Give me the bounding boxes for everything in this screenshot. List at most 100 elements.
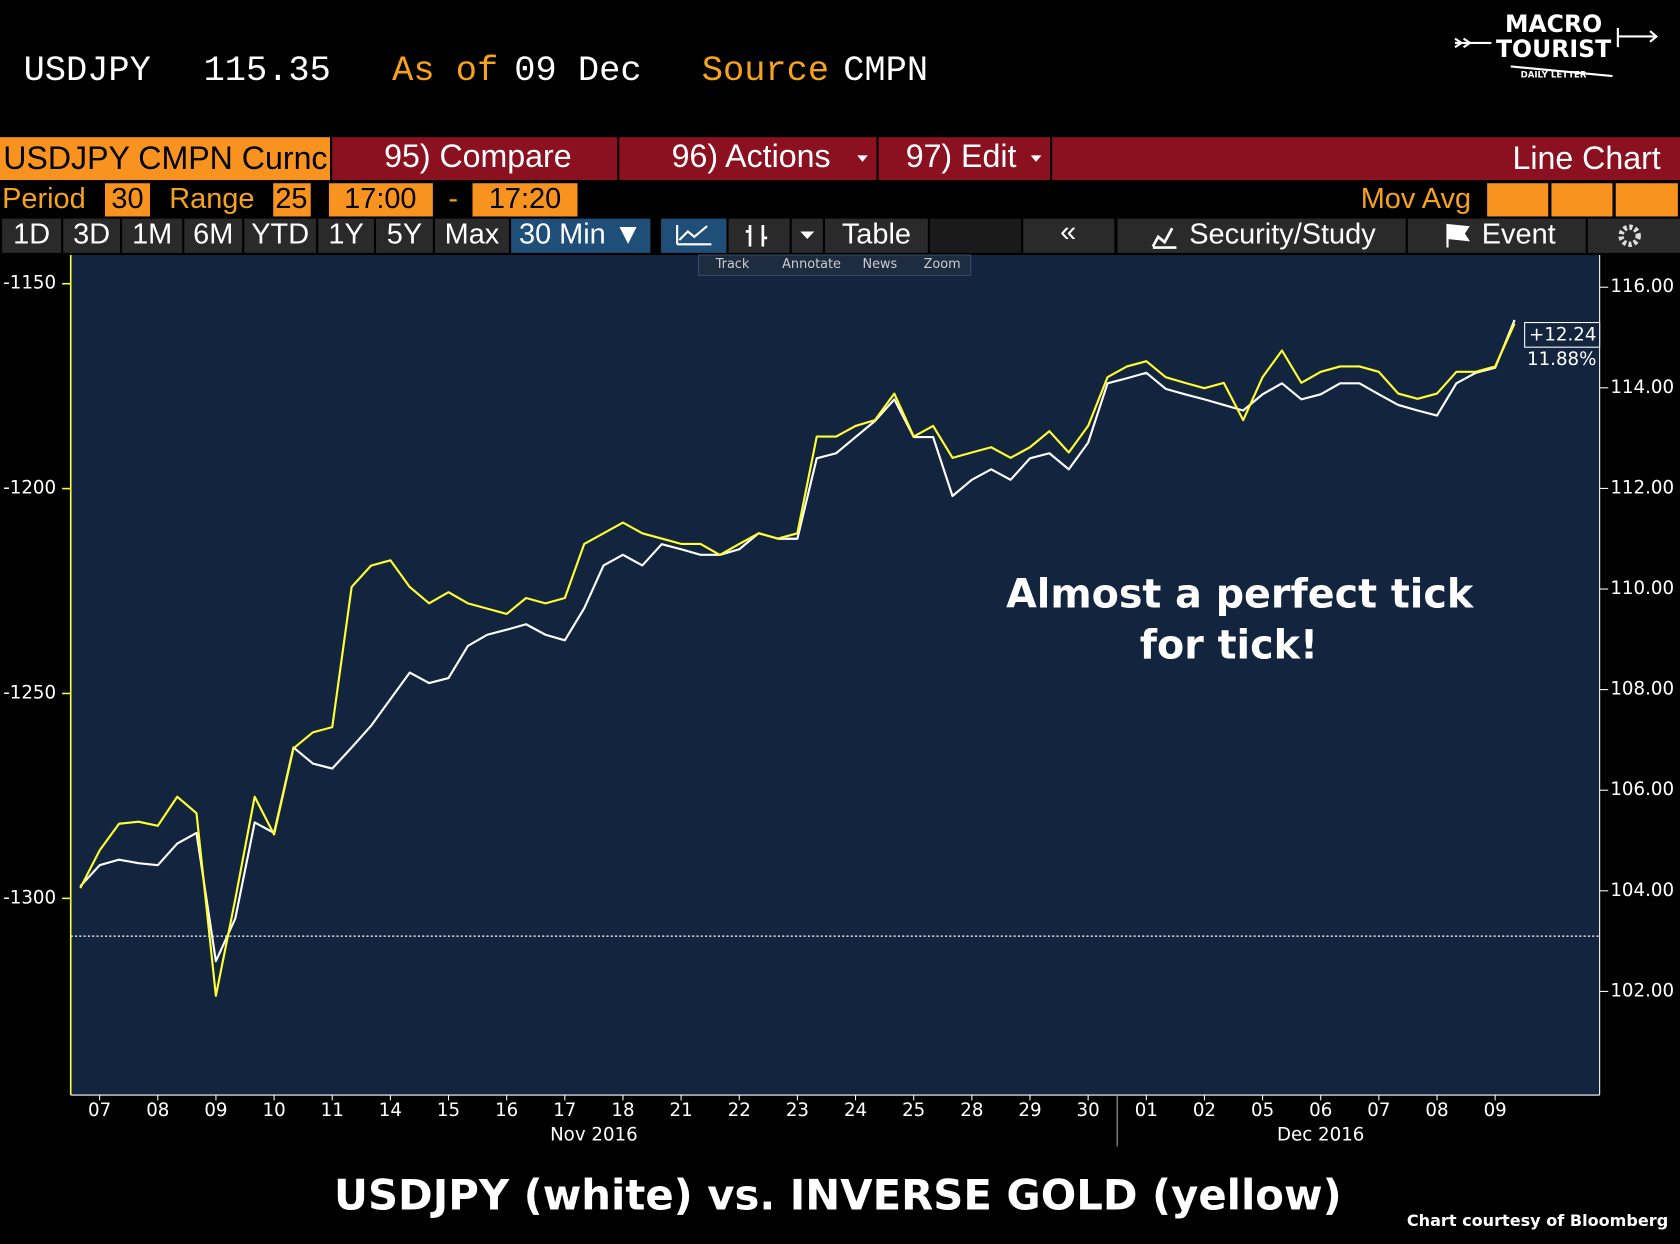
collapse: « — [1060, 216, 1076, 248]
chart-tools — [698, 254, 972, 276]
chart: -1150 -1200 -1250 -1300 116.00 114.00 112.00 11… — [3, 255, 1674, 1147]
range-button[interactable] — [63, 218, 120, 253]
as-of-label: As of — [392, 51, 498, 91]
x-tick-label: 10 — [262, 1100, 285, 1121]
x-tick-label: 02 — [1193, 1100, 1216, 1121]
line-icon — [676, 225, 712, 246]
price: 115.35 — [204, 51, 331, 91]
actions-button[interactable] — [619, 137, 877, 181]
x-tick-label: 28 — [960, 1100, 983, 1121]
study-icon — [1151, 227, 1177, 249]
event: Event — [1482, 218, 1556, 250]
range-box[interactable] — [273, 183, 311, 217]
x-tick-label: 01 — [1135, 1100, 1158, 1121]
table: Table — [842, 218, 911, 250]
period: 30 — [111, 183, 143, 215]
chart-kind-bar — [1052, 137, 1680, 181]
interval: 30 Min ▼ — [519, 218, 642, 250]
y-tick-label: -1300 — [3, 887, 56, 908]
x-tick-label: 30 — [1077, 1100, 1100, 1121]
bar-icon — [745, 225, 768, 247]
chart-tool[interactable]: Track — [715, 257, 750, 272]
range-label: Range — [169, 183, 254, 215]
range-label: 5Y — [387, 218, 422, 250]
range-label: 6M — [193, 218, 233, 250]
last-change-pct: 11.88% — [1527, 349, 1596, 370]
dash: - — [448, 183, 458, 215]
chart-tool[interactable]: News — [863, 257, 898, 272]
period-label: Period — [2, 183, 86, 215]
edit-button[interactable] — [878, 137, 1050, 181]
x-tick-label: 09 — [204, 1100, 227, 1121]
interval-button[interactable] — [511, 218, 651, 253]
range: 25 — [275, 183, 307, 215]
x-tick-label: 25 — [902, 1100, 925, 1121]
series-line — [79, 323, 1516, 997]
series-line — [79, 319, 1516, 963]
x-tick-label: 08 — [146, 1100, 169, 1121]
dropdown-arrow — [800, 231, 815, 239]
range-buttons: 1D 3D 1M 6M YTD 1Y 5Y Max — [2, 218, 509, 253]
start-time: 17:00 — [344, 183, 416, 215]
mov-avg-box[interactable] — [1551, 183, 1613, 217]
x-tick-label: 22 — [728, 1100, 751, 1121]
security-box[interactable] — [0, 137, 330, 181]
x-tick-label: 14 — [379, 1100, 402, 1121]
range-button[interactable] — [184, 218, 243, 253]
range-label: 1Y — [328, 218, 363, 250]
x-tick-label: 29 — [1018, 1100, 1041, 1121]
gear-icon — [1618, 224, 1641, 247]
source: CMPN — [843, 51, 928, 91]
range-button[interactable] — [122, 218, 183, 253]
spacer — [930, 218, 1022, 253]
compare: 95) Compare — [384, 138, 571, 174]
x-tick-label: 08 — [1425, 1100, 1448, 1121]
logo: MACRO TOURIST DAILY LETTER — [1454, 10, 1659, 81]
table-button[interactable] — [825, 218, 928, 253]
bar-icon-button[interactable] — [728, 218, 790, 253]
dropdown-arrow — [1030, 155, 1042, 162]
x-tick-label: 21 — [670, 1100, 693, 1121]
edit: 97) Edit — [906, 138, 1017, 174]
security-study: Security/Study — [1189, 218, 1376, 250]
range-button[interactable] — [435, 218, 509, 253]
dropdown-arrow — [857, 155, 868, 162]
actions: 96) Actions — [672, 138, 831, 174]
y2-tick-label: 110.00 — [1610, 578, 1674, 599]
annotation: for tick! — [1140, 623, 1318, 669]
flag-icon — [1446, 223, 1471, 248]
end-time: 17:20 — [489, 183, 561, 215]
period-box[interactable] — [105, 183, 150, 217]
range-button[interactable] — [2, 218, 62, 253]
range-button[interactable] — [244, 218, 317, 253]
x-tick-label: 15 — [437, 1100, 460, 1121]
mov-avg-box[interactable] — [1487, 183, 1549, 217]
chart-tool-labels: Track Annotate News Zoom — [715, 257, 961, 272]
event-button[interactable] — [1407, 218, 1586, 253]
mov-avg-box[interactable] — [1615, 183, 1678, 217]
x-group-label: Nov 2016 — [550, 1125, 638, 1146]
logo-arrows — [1454, 27, 1659, 49]
caption: USDJPY (white) vs. INVERSE GOLD (yellow) — [334, 1170, 1342, 1219]
start-time-box[interactable] — [328, 183, 433, 217]
x-tick-label: 09 — [1484, 1100, 1507, 1121]
chart-tool[interactable]: Annotate — [782, 257, 841, 272]
logo-tagline: DAILY LETTER — [1521, 71, 1587, 81]
end-time-box[interactable] — [472, 183, 578, 217]
x-tick-label: 07 — [88, 1100, 111, 1121]
chart-tool[interactable]: Zoom — [924, 257, 961, 272]
x-tick-label: 23 — [786, 1100, 809, 1121]
y2-tick-label: 112.00 — [1610, 477, 1674, 498]
range-label: 3D — [73, 218, 110, 250]
mov-avg: Mov Avg — [1361, 183, 1471, 215]
last-change: +12.24 — [1529, 324, 1596, 345]
y2-tick-label: 104.00 — [1610, 880, 1674, 901]
collapse-button[interactable] — [1023, 218, 1115, 253]
range-button[interactable] — [376, 218, 433, 253]
range-button[interactable] — [318, 218, 374, 253]
y2-tick-label: 102.00 — [1610, 980, 1674, 1001]
settings-button[interactable] — [1587, 218, 1680, 253]
compare-button[interactable] — [332, 137, 618, 181]
